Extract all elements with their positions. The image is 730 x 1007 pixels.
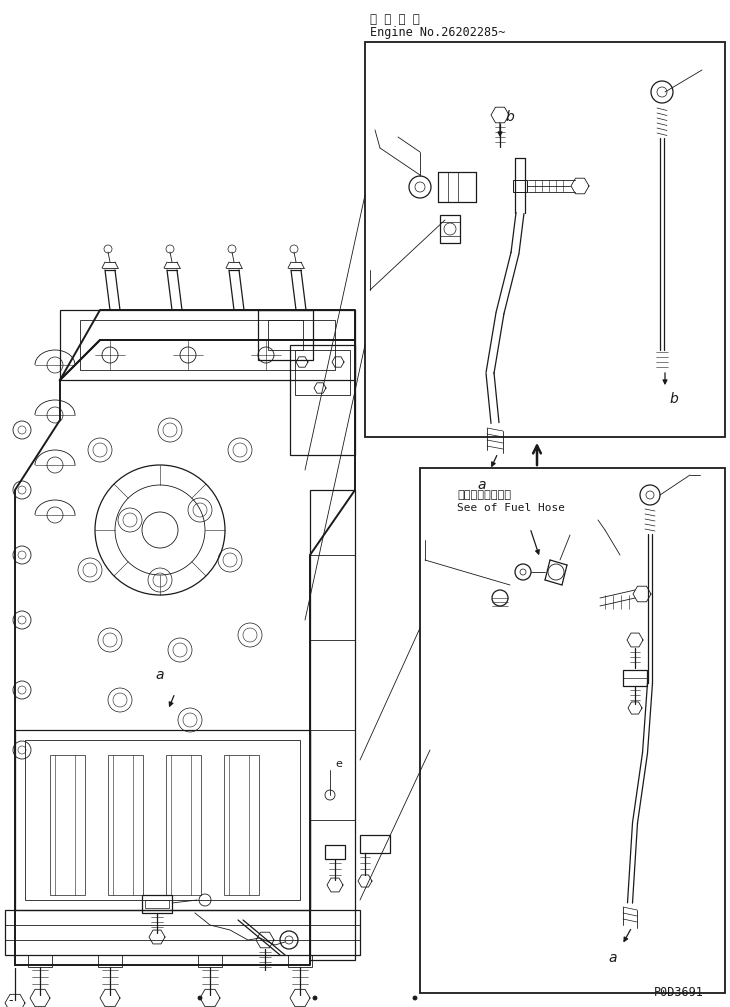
Bar: [365, 42, 725, 437]
Text: a: a: [608, 951, 617, 965]
Text: a: a: [155, 668, 164, 682]
Bar: [198, 955, 222, 967]
Bar: [623, 670, 647, 686]
Text: P0D3691: P0D3691: [654, 986, 704, 999]
Bar: [310, 490, 355, 960]
Circle shape: [313, 996, 317, 1000]
Bar: [5, 910, 360, 955]
Bar: [268, 320, 303, 350]
Bar: [325, 845, 345, 859]
Text: 適 用 号 機: 適 用 号 機: [370, 13, 420, 26]
Bar: [360, 835, 390, 853]
Bar: [440, 215, 460, 243]
Bar: [60, 310, 355, 380]
Bar: [288, 955, 312, 967]
Bar: [166, 755, 201, 895]
Circle shape: [198, 996, 202, 1000]
Bar: [420, 468, 725, 993]
Bar: [80, 320, 335, 370]
Text: e: e: [335, 759, 342, 769]
Bar: [145, 900, 169, 908]
Text: a: a: [477, 478, 485, 492]
Bar: [15, 730, 310, 910]
Circle shape: [413, 996, 417, 1000]
Text: フェルホース参照: フェルホース参照: [457, 490, 511, 500]
Text: Engine No.26202285~: Engine No.26202285~: [370, 26, 505, 39]
Bar: [142, 895, 172, 913]
Bar: [98, 955, 122, 967]
Text: See of Fuel Hose: See of Fuel Hose: [457, 504, 565, 513]
Bar: [28, 955, 52, 967]
Bar: [108, 755, 143, 895]
Text: b: b: [506, 110, 515, 124]
Bar: [258, 310, 313, 359]
Bar: [290, 345, 355, 455]
Text: -: -: [8, 994, 12, 1007]
Bar: [50, 755, 85, 895]
Bar: [224, 755, 259, 895]
Text: b: b: [670, 392, 679, 406]
Bar: [513, 180, 527, 192]
Bar: [25, 740, 300, 900]
Bar: [295, 350, 350, 395]
